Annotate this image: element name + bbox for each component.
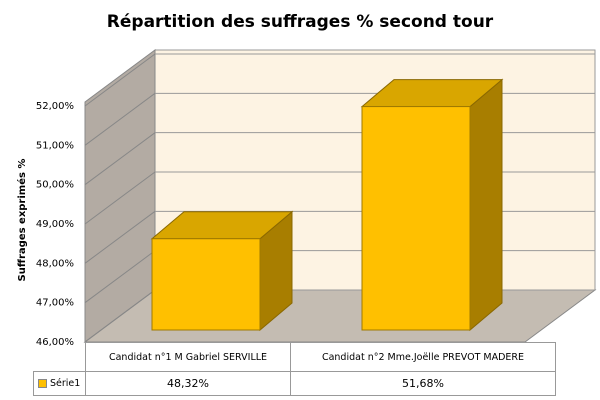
y-tick-label: 48,00% (36, 258, 74, 269)
grid-line (84, 132, 156, 186)
bar-side (469, 78, 503, 332)
grid-line (84, 92, 156, 146)
y-tick-label: 49,00% (36, 219, 74, 230)
category-cell: Candidat n°1 M Gabriel SERVILLE (85, 342, 291, 372)
y-tick-label: 50,00% (36, 180, 74, 191)
bar (151, 238, 261, 331)
chart-title: Répartition des suffrages % second tour (107, 12, 494, 32)
grid-line (84, 289, 156, 343)
legend-label: Série1 (50, 378, 81, 389)
bar (361, 106, 471, 331)
grid-line (84, 250, 156, 304)
y-tick-label: 51,00% (36, 140, 74, 151)
y-tick-label: 52,00% (36, 101, 74, 112)
legend-cell: Série1 (33, 371, 86, 396)
value-label: 48,32% (85, 371, 291, 396)
grid-line (84, 210, 156, 264)
bars (150, 78, 504, 332)
category-cell: Candidat n°2 Mme.Joëlle PREVOT MADERE (290, 342, 556, 372)
y-tick-label: 47,00% (36, 298, 74, 309)
value-label: 51,68% (290, 371, 556, 396)
grid-line (84, 171, 156, 225)
legend-key (38, 379, 47, 388)
y-tick-label: 46,00% (36, 337, 74, 348)
y-axis-label: Suffrages exprimés % (16, 159, 28, 282)
grid-line (84, 53, 156, 107)
